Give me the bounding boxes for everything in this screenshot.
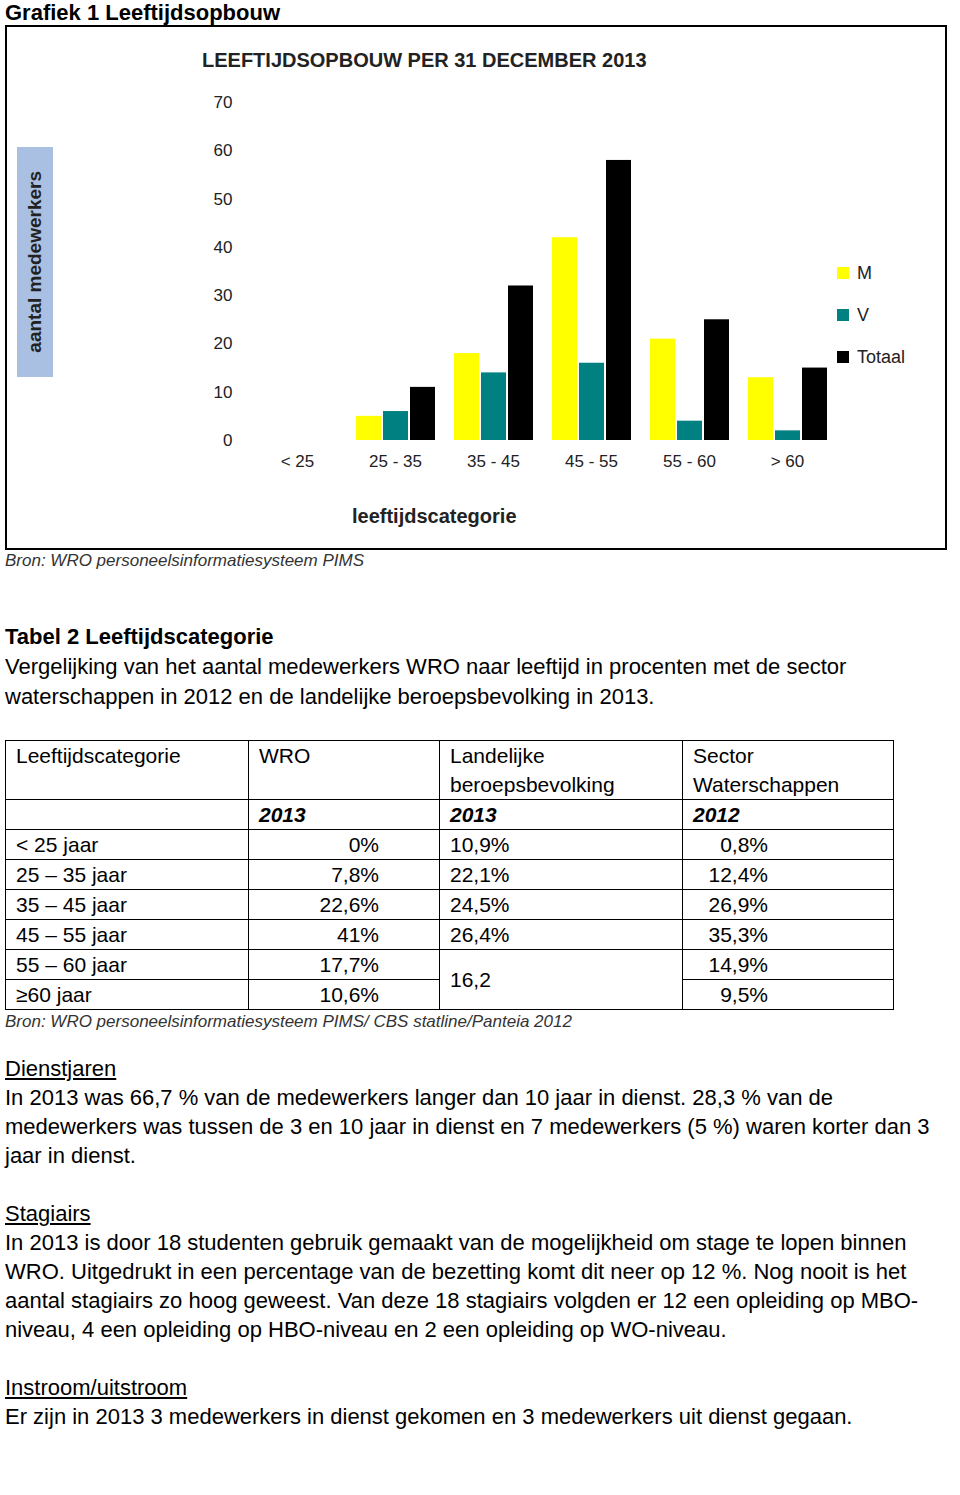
html-text:12,4%: 12,4% xyxy=(708,863,768,886)
html-text:25 – 35 jaar: 25 – 35 jaar xyxy=(16,863,127,886)
html-text:Grafiek 1 Leeftijdsopbouw: Grafiek 1 Leeftijdsopbouw xyxy=(5,0,280,25)
svg-text:0: 0 xyxy=(223,431,232,450)
html-text:Dienstjaren: Dienstjaren xyxy=(5,1056,117,1081)
html-text:0,8%: 0,8% xyxy=(720,833,768,856)
html-text:35 – 45 jaar: 35 – 45 jaar xyxy=(16,893,127,916)
html-text:Instroom/uitstroom: Instroom/uitstroom xyxy=(5,1375,188,1400)
html-text:0%: 0% xyxy=(348,833,379,856)
html-text:In 2013 is door 18 studenten g: In 2013 is door 18 studenten gebruik gem… xyxy=(5,1230,919,1342)
html-text:10,9%: 10,9% xyxy=(450,833,510,856)
html-text:55 – 60 jaar: 55 – 60 jaar xyxy=(16,953,127,976)
svg-text:60: 60 xyxy=(214,141,233,160)
svg-text:< 25: < 25 xyxy=(281,452,315,471)
svg-text:25 - 35: 25 - 35 xyxy=(369,452,422,471)
html-text:M: M xyxy=(857,262,872,283)
html-text:35,3%: 35,3% xyxy=(708,923,768,946)
html-text:Bron: WRO personeelsinformatie: Bron: WRO personeelsinformatiesysteem PI… xyxy=(5,551,364,570)
svg-text:10: 10 xyxy=(214,383,233,402)
html-text:2013: 2013 xyxy=(259,803,306,826)
html-text:22,1%: 22,1% xyxy=(450,863,510,886)
html-text:aantal medewerkers: aantal medewerkers xyxy=(24,171,45,353)
html-text:26,4%: 26,4% xyxy=(450,923,510,946)
html-text:Totaal: Totaal xyxy=(857,346,905,367)
html-text:< 25 jaar: < 25 jaar xyxy=(16,833,99,856)
html-text:Landelijke beroepsbevolking: Landelijke beroepsbevolking xyxy=(450,744,615,796)
html-text:9,5%: 9,5% xyxy=(720,983,768,1006)
html-text:26,9%: 26,9% xyxy=(708,893,768,916)
svg-text:70: 70 xyxy=(214,93,233,112)
html-text:22,6%: 22,6% xyxy=(319,893,379,916)
svg-text:20: 20 xyxy=(214,334,233,353)
html-text:WRO: WRO xyxy=(259,744,311,767)
svg-text:50: 50 xyxy=(214,190,233,209)
svg-text:45 - 55: 45 - 55 xyxy=(565,452,618,471)
html-text:24,5%: 24,5% xyxy=(450,893,510,916)
html-text:10,6%: 10,6% xyxy=(319,983,379,1006)
svg-text:55 - 60: 55 - 60 xyxy=(663,452,716,471)
html-text:16,2: 16,2 xyxy=(450,968,491,991)
html-text:≥60 jaar: ≥60 jaar xyxy=(16,983,92,1006)
html-text:14,9%: 14,9% xyxy=(708,953,768,976)
html-text:Vergelijking van het aantal me: Vergelijking van het aantal medewerkers … xyxy=(5,654,847,709)
html-text:41%: 41% xyxy=(337,923,379,946)
html-text:7,8%: 7,8% xyxy=(331,863,379,886)
html-text:Er zijn in 2013 3 medewerkers: Er zijn in 2013 3 medewerkers in dienst … xyxy=(5,1404,853,1429)
svg-text:35 - 45: 35 - 45 xyxy=(467,452,520,471)
html-text:leeftijdscategorie: leeftijdscategorie xyxy=(352,505,517,527)
html-text:V: V xyxy=(857,304,869,325)
html-text:Bron: WRO personeelsinformatie: Bron: WRO personeelsinformatiesysteem PI… xyxy=(5,1012,572,1031)
html-text:Stagiairs: Stagiairs xyxy=(5,1201,91,1226)
html-text:Leeftijdscategorie: Leeftijdscategorie xyxy=(16,744,181,767)
html-text:LEEFTIJDSOPBOUW PER 31 DECEMBE: LEEFTIJDSOPBOUW PER 31 DECEMBER 2013 xyxy=(202,49,647,71)
html-text:Tabel 2 Leeftijdscategorie: Tabel 2 Leeftijdscategorie xyxy=(5,624,274,649)
svg-text:40: 40 xyxy=(214,238,233,257)
html-text:2012: 2012 xyxy=(693,803,740,826)
html-text:45 – 55 jaar: 45 – 55 jaar xyxy=(16,923,127,946)
svg-text:30: 30 xyxy=(214,286,233,305)
html-text:17,7%: 17,7% xyxy=(319,953,379,976)
html-text:In 2013 was 66,7 % van de mede: In 2013 was 66,7 % van de medewerkers la… xyxy=(5,1085,930,1168)
svg-text:> 60: > 60 xyxy=(771,452,805,471)
html-text:2013: 2013 xyxy=(450,803,497,826)
html-text:Sector Waterschappen: Sector Waterschappen xyxy=(693,744,840,796)
